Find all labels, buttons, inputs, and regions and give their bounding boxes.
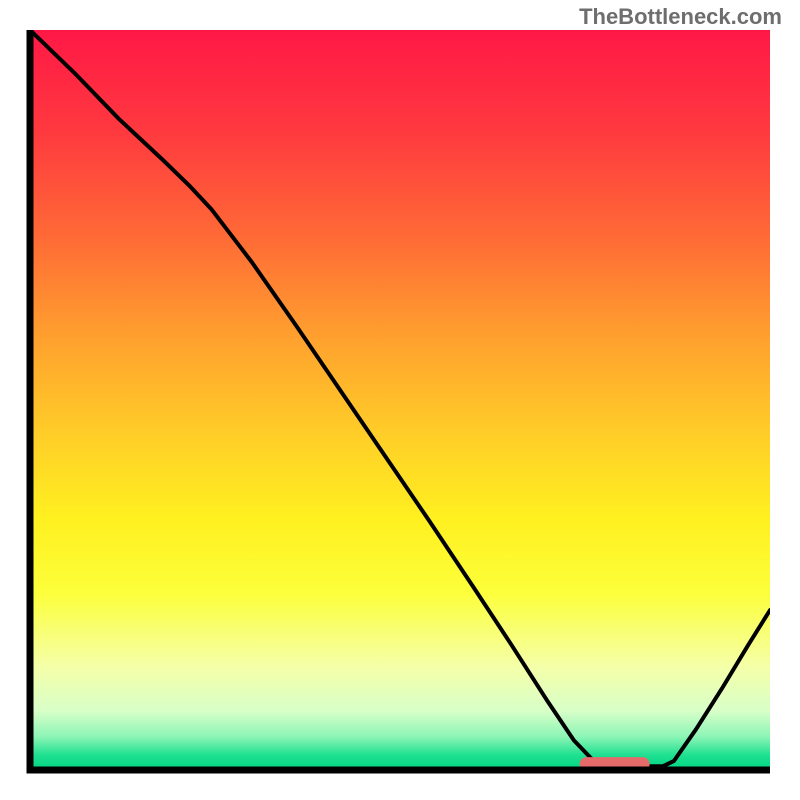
watermark-text: TheBottleneck.com [579, 4, 782, 30]
bottleneck-chart [0, 0, 800, 800]
chart-container: TheBottleneck.com [0, 0, 800, 800]
